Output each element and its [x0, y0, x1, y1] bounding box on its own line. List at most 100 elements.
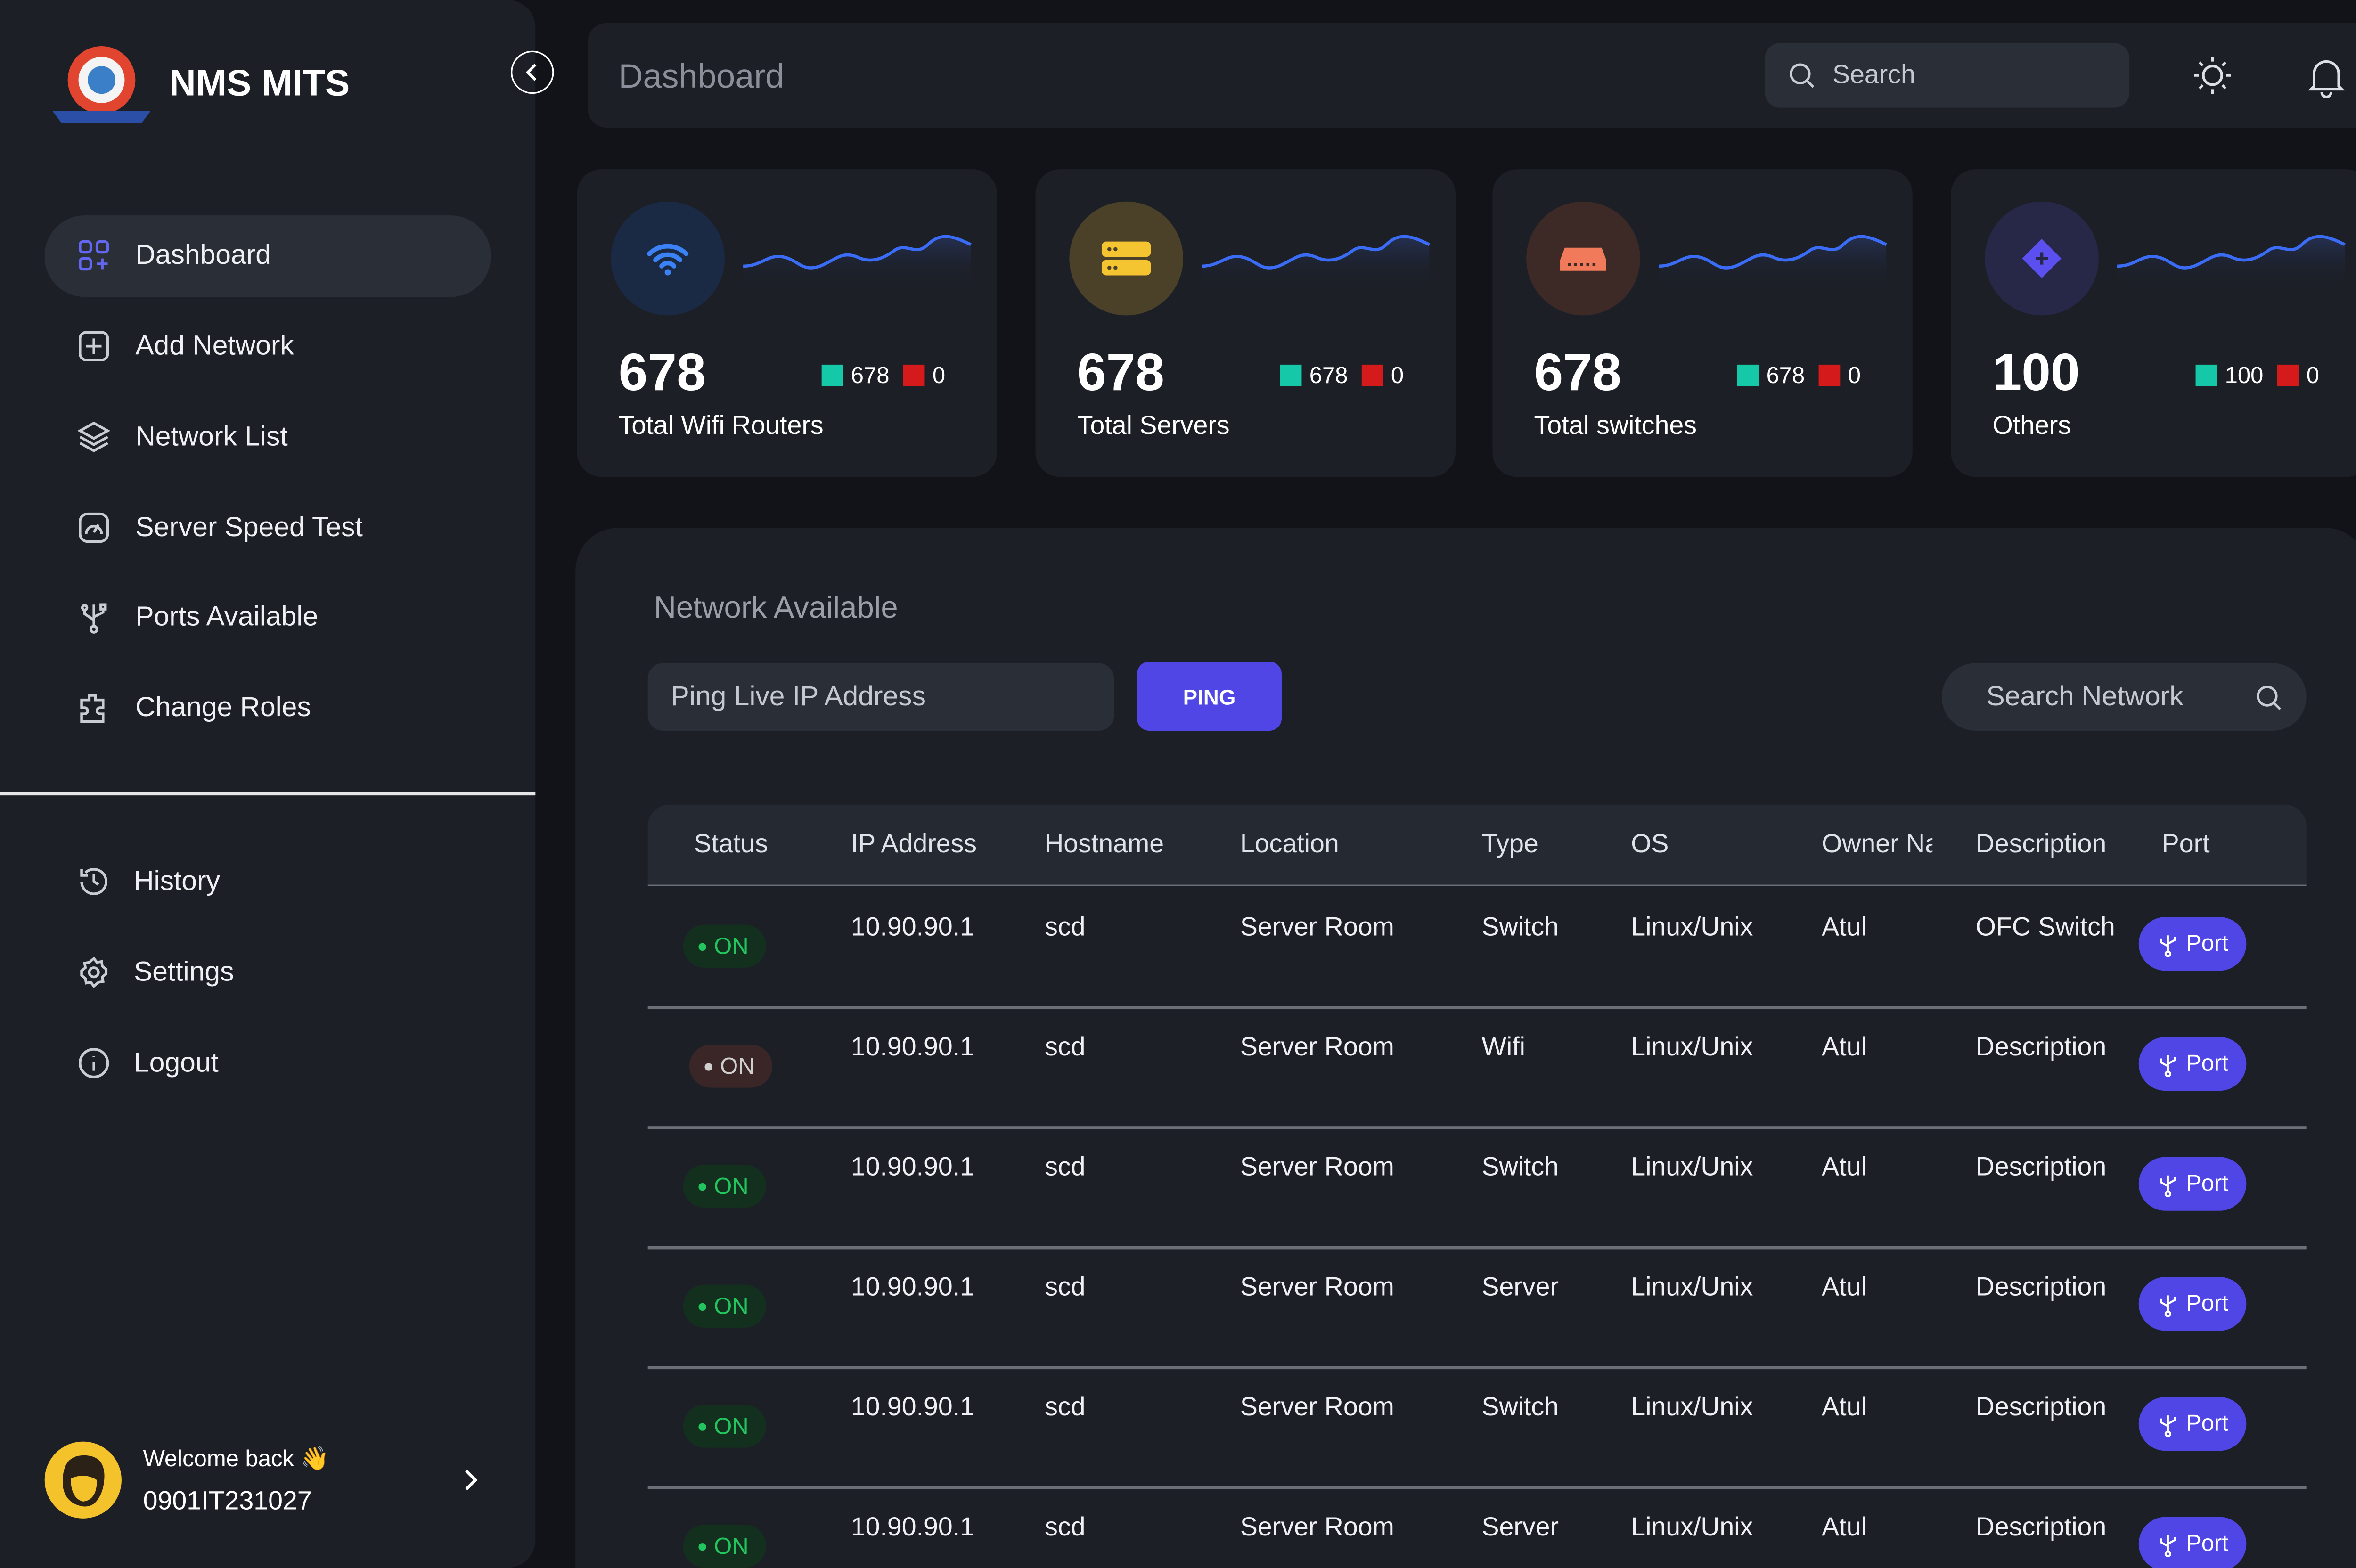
status-badge: ON: [683, 1284, 766, 1328]
theme-toggle: [2194, 57, 2231, 94]
nav-icon: [79, 240, 109, 271]
cell: Switch: [1481, 1392, 1559, 1422]
port-button[interactable]: Port: [2138, 1396, 2247, 1451]
card-icon: [1526, 201, 1640, 316]
sparkline: [1658, 235, 1887, 288]
cell: 10.90.90.1: [851, 1392, 975, 1422]
card-icon: [1069, 201, 1184, 316]
panel-title: Network Available: [654, 591, 898, 626]
card-value: 678: [1077, 343, 1164, 402]
port-button[interactable]: Port: [2138, 1157, 2247, 1211]
legend-down-swatch: [1361, 364, 1383, 386]
table-header: [647, 804, 2307, 886]
network-search[interactable]: [1941, 663, 2307, 731]
card-down-count: 0: [1391, 362, 1404, 389]
nav-active-bg: [44, 215, 491, 297]
cell: Atul: [1822, 1272, 1867, 1302]
cell: Linux/Unix: [1631, 1032, 1753, 1062]
cell: Atul: [1822, 912, 1867, 942]
divider: [0, 792, 536, 796]
cell: 10.90.90.1: [851, 1032, 975, 1062]
card-legend: 100 0: [2195, 362, 2320, 389]
search-box[interactable]: [1765, 43, 2130, 108]
nav-item[interactable]: Server Speed Test: [135, 511, 363, 543]
cell: Description: [1975, 1392, 2107, 1422]
nav-item[interactable]: Network List: [135, 421, 288, 452]
column-header: Port: [2161, 829, 2210, 859]
card-down-count: 0: [2306, 362, 2320, 389]
cell: Description: [1975, 1152, 2107, 1182]
cell: OFC Switch: [1975, 912, 2115, 942]
cell: Atul: [1822, 1392, 1867, 1422]
user-id: 0901IT231027: [143, 1486, 312, 1516]
card-icon: [1985, 201, 2099, 316]
nav-item[interactable]: History: [134, 865, 220, 897]
nav-icon: [80, 956, 108, 988]
status-text: ON: [714, 1413, 749, 1439]
nav-item[interactable]: Settings: [134, 956, 234, 987]
cell: 10.90.90.1: [851, 1272, 975, 1302]
nav-item[interactable]: Change Roles: [135, 691, 311, 723]
port-icon: [2160, 1414, 2176, 1437]
nav-icon: [77, 421, 111, 452]
cell: Atul: [1822, 1512, 1867, 1542]
card-value: 100: [1992, 343, 2080, 402]
cell: 10.90.90.1: [851, 1512, 975, 1542]
nav-item[interactable]: Ports Available: [135, 601, 319, 632]
card-icon: [611, 201, 725, 316]
port-button[interactable]: Port: [2138, 1277, 2247, 1331]
cell: Linux/Unix: [1631, 1512, 1753, 1542]
port-button[interactable]: Port: [2138, 1037, 2247, 1091]
card-up-count: 100: [2225, 362, 2264, 389]
cell: Wifi: [1481, 1032, 1525, 1062]
column-header: Type: [1481, 829, 1538, 859]
legend-down-swatch: [1818, 364, 1841, 386]
port-button[interactable]: Port: [2138, 1517, 2247, 1568]
card-label: Total Wifi Routers: [618, 410, 824, 440]
row-divider: [647, 1126, 2307, 1129]
search-placeholder: Search: [1832, 60, 1915, 90]
port-label: Port: [2186, 931, 2228, 957]
cell: Server Room: [1240, 1152, 1394, 1182]
search-icon: [1790, 63, 1815, 88]
nav-item[interactable]: Add Network: [135, 330, 294, 361]
nav-item[interactable]: Logout: [134, 1047, 219, 1078]
sparkline: [1202, 235, 1430, 288]
port-label: Port: [2186, 1170, 2228, 1197]
status-badge: ON: [683, 1164, 766, 1208]
legend-down-swatch: [903, 364, 925, 386]
status-text: ON: [714, 1293, 749, 1319]
legend-up-swatch: [2195, 364, 2217, 386]
ping-input[interactable]: [647, 663, 1114, 731]
row-divider: [647, 1006, 2307, 1009]
cell: Server: [1481, 1272, 1559, 1302]
collapse-button[interactable]: [511, 50, 554, 94]
card-up-count: 678: [1309, 362, 1348, 389]
ping-placeholder: Ping Live IP Address: [671, 680, 926, 712]
ping-button[interactable]: PING: [1137, 662, 1282, 731]
status-text: ON: [714, 1173, 749, 1200]
user-chevron: [465, 1470, 478, 1491]
nav-icon: [80, 868, 108, 895]
cell: scd: [1045, 1032, 1086, 1062]
status-badge: ON: [683, 1524, 766, 1568]
column-header: Status: [694, 829, 769, 859]
card-label: Others: [1992, 410, 2071, 440]
sparkline: [743, 235, 972, 288]
column-header: Description: [1975, 829, 2107, 859]
user-greeting: Welcome back 👋: [143, 1446, 329, 1472]
port-label: Port: [2186, 1530, 2228, 1557]
column-header: IP Address: [851, 829, 977, 859]
legend-up-swatch: [1737, 364, 1759, 386]
status-badge: ON: [683, 1405, 766, 1448]
nav-item[interactable]: Dashboard: [135, 239, 271, 270]
port-icon: [2160, 1054, 2176, 1077]
cell: Description: [1975, 1272, 2107, 1302]
port-button[interactable]: Port: [2138, 917, 2247, 971]
nav-icon: [79, 512, 109, 543]
logo: [52, 46, 151, 123]
cell: scd: [1045, 1152, 1086, 1182]
notifications: [2307, 60, 2345, 98]
cell: Server: [1481, 1512, 1559, 1542]
legend-down-swatch: [2277, 364, 2299, 386]
